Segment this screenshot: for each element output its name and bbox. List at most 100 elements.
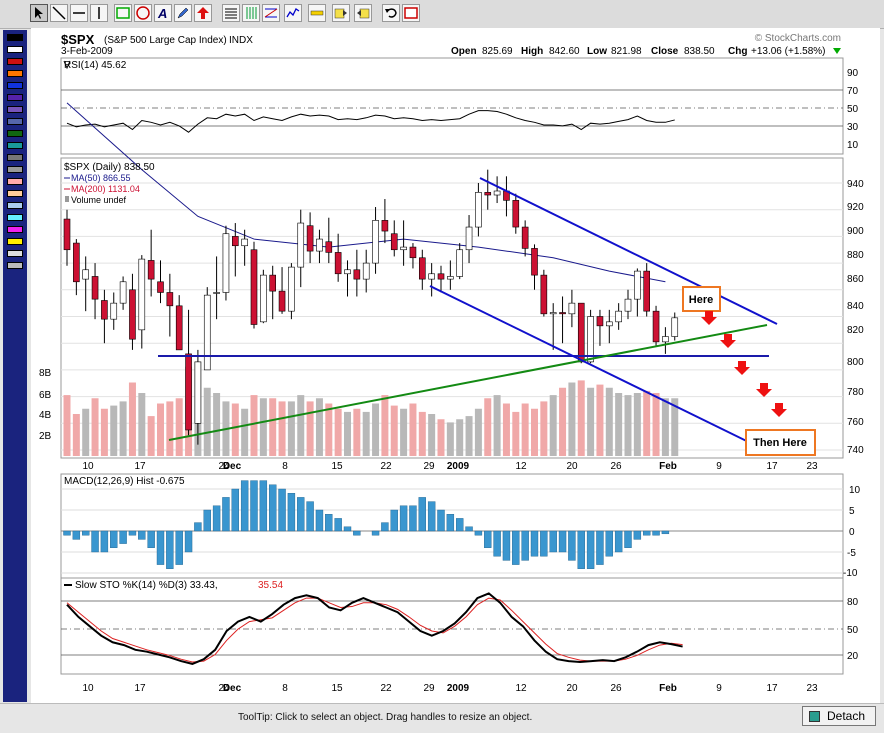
palette-color-violet[interactable] — [7, 106, 23, 113]
volume-bar — [82, 408, 90, 456]
line-color-tool-icon[interactable] — [308, 4, 326, 22]
diagonal-line-tool-icon[interactable] — [50, 4, 68, 22]
date-tick: 2009 — [447, 683, 470, 694]
volume-bar — [72, 414, 80, 456]
volume-bar — [484, 398, 492, 456]
date-tick: 17 — [134, 461, 146, 472]
sto-tick: 20 — [847, 651, 859, 662]
palette-color-cyan[interactable] — [7, 214, 23, 221]
clear-all-tool-icon[interactable] — [402, 4, 420, 22]
select-tool-icon[interactable] — [30, 4, 48, 22]
open-label: Open — [451, 46, 477, 57]
uptrend-line[interactable] — [168, 324, 768, 441]
volume-bar — [596, 384, 604, 456]
palette-color-mid-gray[interactable] — [7, 262, 23, 269]
volume-bar — [502, 403, 510, 456]
candle-body — [91, 276, 99, 300]
volume-bar — [521, 403, 529, 456]
date-tick: 20 — [566, 461, 578, 472]
macd-bar — [203, 509, 211, 532]
sto-tick: 80 — [847, 597, 859, 608]
trend-channel-tool-icon[interactable] — [284, 4, 302, 22]
volume-bar — [512, 411, 520, 456]
volume-bar — [362, 411, 370, 456]
then-here-callout[interactable] — [745, 429, 816, 456]
tooltip-text: ToolTip: Click to select an object. Drag… — [238, 712, 533, 723]
palette-color-white[interactable] — [7, 46, 23, 53]
volume-bar — [661, 398, 669, 456]
palette-color-magenta[interactable] — [7, 226, 23, 233]
macd-bar — [399, 505, 408, 532]
channel-lower-line[interactable] — [429, 285, 770, 453]
volume-bar — [306, 401, 314, 456]
send-back-tool-icon[interactable] — [332, 4, 350, 22]
vertical-lines-tool-icon[interactable] — [242, 4, 260, 22]
macd-bar — [91, 530, 99, 553]
date-tick: 24 — [218, 683, 230, 694]
date-tick: Feb — [659, 461, 677, 472]
palette-color-light-blue[interactable] — [7, 202, 23, 209]
macd-bar — [437, 509, 445, 532]
palette-color-blue[interactable] — [7, 82, 23, 89]
volume-bar — [652, 393, 660, 456]
arrow-tool-icon[interactable] — [194, 4, 212, 22]
volume-bar — [624, 395, 632, 456]
vertical-line-tool-icon[interactable] — [90, 4, 108, 22]
macd-bar — [110, 530, 118, 548]
palette-color-orange[interactable] — [7, 70, 23, 77]
fibonacci-tool-icon[interactable] — [262, 4, 280, 22]
palette-color-red[interactable] — [7, 58, 23, 65]
horizontal-lines-tool-icon[interactable] — [222, 4, 240, 22]
rsi-line — [66, 110, 675, 133]
candle-body — [353, 269, 361, 280]
date-tick: 12 — [515, 461, 527, 472]
text-tool-icon[interactable]: A — [154, 4, 172, 22]
volume-bar — [119, 401, 127, 456]
rsi-tick: 10 — [847, 140, 859, 151]
price-tick: 840 — [847, 301, 864, 312]
palette-color-gray[interactable] — [7, 154, 23, 161]
rectangle-tool-icon[interactable] — [114, 4, 132, 22]
macd-bar — [119, 530, 127, 544]
here-callout[interactable] — [682, 286, 721, 312]
macd-panel: MACD(12,26,9) Hist -0.675 10 5 0 -5 -10 — [60, 473, 861, 579]
palette-color-black[interactable] — [7, 34, 23, 41]
volume-bar — [437, 419, 445, 456]
palette-color-yellow[interactable] — [7, 238, 23, 245]
volume-bar — [287, 401, 295, 456]
ellipse-tool-icon[interactable] — [134, 4, 152, 22]
candle-body — [344, 269, 351, 275]
volume-bar — [633, 393, 641, 456]
volume-bar — [110, 405, 118, 456]
pencil-tool-icon[interactable] — [174, 4, 192, 22]
price-tick: 940 — [847, 179, 864, 190]
volume-tick: 2B — [39, 431, 52, 442]
channel-upper-line[interactable] — [479, 177, 778, 325]
detach-button[interactable]: Detach — [802, 706, 876, 726]
macd-tick: 10 — [849, 485, 861, 496]
candle-body — [587, 316, 594, 363]
palette-color-green[interactable] — [7, 130, 23, 137]
candle-body — [147, 260, 155, 280]
palette-color-purple[interactable] — [7, 94, 23, 101]
undo-tool-icon[interactable] — [382, 4, 400, 22]
date-tick: 22 — [380, 461, 392, 472]
macd-bar — [661, 530, 670, 535]
palette-color-pink[interactable] — [7, 178, 23, 185]
palette-color-teal[interactable] — [7, 142, 23, 149]
volume-bar — [334, 408, 342, 456]
palette-color-slate[interactable] — [7, 118, 23, 125]
here-label: Here — [689, 294, 713, 306]
bring-front-tool-icon[interactable] — [354, 4, 372, 22]
palette-color-light-gray[interactable] — [7, 250, 23, 257]
macd-bar — [596, 530, 604, 565]
date-tick: 15 — [331, 461, 343, 472]
candle-body — [110, 302, 118, 320]
palette-color-silver[interactable] — [7, 166, 23, 173]
volume-bar — [175, 398, 183, 456]
rsi-tick: 30 — [847, 122, 859, 133]
sto-d-label: 35.54 — [258, 580, 283, 591]
horizontal-line-tool-icon[interactable] — [70, 4, 88, 22]
palette-color-peach[interactable] — [7, 190, 23, 197]
